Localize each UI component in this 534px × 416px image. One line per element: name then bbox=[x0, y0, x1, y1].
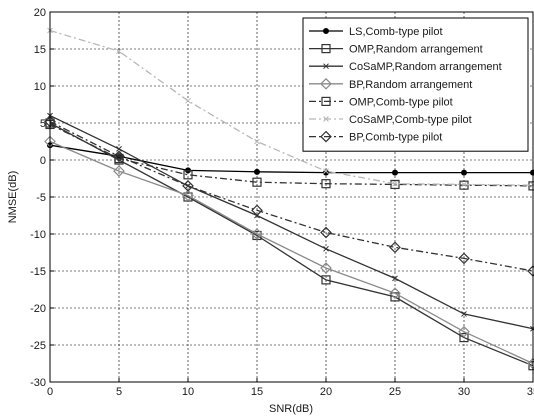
series-6 bbox=[47, 27, 534, 189]
legend-entry: CoSaMP,Random arrangement bbox=[309, 61, 502, 73]
legend-entry: BP,Comb-type pilot bbox=[309, 130, 442, 144]
y-tick-label: 15 bbox=[34, 44, 46, 56]
y-tick-label: 10 bbox=[34, 81, 46, 93]
data-point bbox=[320, 130, 332, 143]
data-point bbox=[116, 48, 122, 55]
data-point bbox=[459, 333, 469, 343]
legend-label: BP,Comb-type pilot bbox=[349, 132, 442, 144]
data-point bbox=[113, 165, 125, 177]
legend-entry: LS,Comb-type pilot bbox=[309, 26, 443, 38]
legend-label: LS,Comb-type pilot bbox=[349, 26, 443, 38]
series-line bbox=[49, 123, 534, 187]
y-axis-label: NMSE(dB) bbox=[7, 171, 19, 224]
series-line bbox=[49, 122, 534, 367]
data-point bbox=[390, 179, 400, 190]
data-point bbox=[461, 311, 467, 317]
x-tick-label: 15 bbox=[251, 386, 263, 398]
x-tick-label: 35 bbox=[527, 386, 534, 398]
data-point bbox=[320, 77, 332, 90]
legend-label: OMP,Comb-type pilot bbox=[349, 96, 453, 108]
x-tick-label: 25 bbox=[389, 386, 401, 398]
x-axis-label: SNR(dB) bbox=[269, 403, 313, 415]
data-point bbox=[323, 63, 329, 70]
data-point bbox=[254, 168, 260, 175]
data-point bbox=[458, 252, 470, 265]
data-point bbox=[323, 245, 329, 252]
data-point bbox=[185, 97, 191, 104]
data-point bbox=[182, 189, 194, 202]
data-point bbox=[251, 228, 263, 240]
y-tick-label: -5 bbox=[36, 192, 46, 204]
series-line bbox=[49, 120, 534, 272]
legend: LS,Comb-type pilot OMP,Random arrangement… bbox=[302, 17, 529, 152]
data-point bbox=[251, 204, 263, 217]
x-tick-labels: 0 5 10 15 20 25 30 35 bbox=[47, 386, 534, 398]
series-line bbox=[49, 140, 534, 365]
legend-label: OMP,Random arrangement bbox=[349, 44, 483, 56]
data-point bbox=[323, 28, 329, 34]
x-tick-label: 10 bbox=[182, 386, 194, 398]
series-line bbox=[49, 29, 534, 186]
x-tick-label: 5 bbox=[116, 386, 122, 398]
data-point bbox=[254, 138, 260, 145]
y-tick-label: -30 bbox=[30, 377, 46, 389]
data-point bbox=[323, 116, 329, 122]
data-point bbox=[392, 180, 398, 187]
data-point bbox=[116, 146, 122, 152]
plot-frame bbox=[49, 11, 534, 383]
data-point bbox=[321, 43, 331, 54]
data-point bbox=[182, 180, 194, 192]
legend-box bbox=[302, 17, 529, 152]
series-4 bbox=[44, 135, 534, 370]
data-point bbox=[461, 181, 467, 188]
y-tick-label: -15 bbox=[30, 266, 46, 278]
data-point bbox=[320, 262, 332, 274]
y-tick-label: 20 bbox=[34, 7, 46, 19]
legend-label: BP,Random arrangement bbox=[349, 79, 472, 91]
y-tick-label: -10 bbox=[30, 229, 46, 241]
y-tick-labels: 20 15 10 5 0 -5 -10 -15 -20 -25 -30 bbox=[30, 7, 46, 389]
data-point bbox=[392, 275, 398, 282]
data-point bbox=[459, 180, 469, 190]
data-point bbox=[461, 169, 467, 176]
data-point bbox=[320, 226, 332, 239]
y-tick-label: -20 bbox=[30, 303, 46, 315]
data-point bbox=[323, 168, 329, 174]
y-tick-label: -25 bbox=[30, 340, 46, 352]
legend-label: CoSaMP,Random arrangement bbox=[349, 61, 502, 73]
data-point bbox=[321, 96, 331, 107]
data-point bbox=[323, 169, 329, 176]
x-tick-label: 20 bbox=[320, 386, 332, 398]
data-point bbox=[321, 275, 331, 285]
y-tick-label: 5 bbox=[40, 118, 46, 130]
data-point bbox=[183, 170, 193, 180]
data-point bbox=[458, 325, 470, 338]
series-line bbox=[49, 144, 533, 174]
data-point bbox=[392, 169, 398, 176]
legend-entry: OMP,Comb-type pilot bbox=[309, 96, 453, 108]
legend-entry: CoSaMP,Comb-type pilot bbox=[309, 114, 472, 126]
legend-entry: OMP,Random arrangement bbox=[309, 44, 483, 56]
data-point bbox=[389, 287, 401, 300]
y-tick-label: 0 bbox=[40, 155, 46, 167]
legend-label: CoSaMP,Comb-type pilot bbox=[349, 114, 472, 126]
legend-entry: BP,Random arrangement bbox=[309, 77, 472, 91]
data-point bbox=[113, 150, 125, 163]
data-point bbox=[252, 177, 262, 187]
data-point bbox=[389, 241, 401, 254]
x-tick-label: 30 bbox=[458, 386, 470, 398]
x-tick-label: 0 bbox=[47, 386, 53, 398]
data-point bbox=[321, 179, 331, 189]
series-line bbox=[49, 115, 534, 330]
